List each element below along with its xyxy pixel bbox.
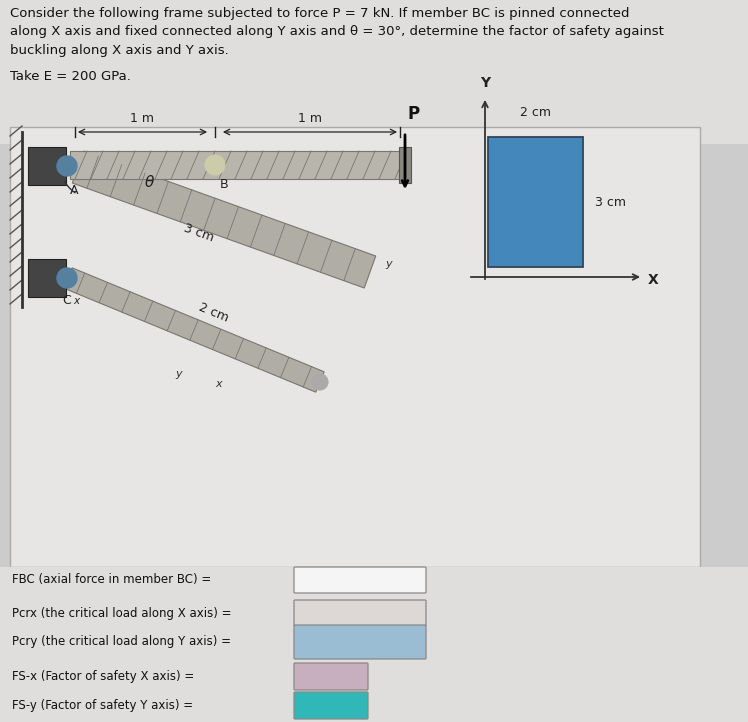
- Text: C: C: [62, 294, 71, 307]
- Text: y: y: [175, 369, 182, 379]
- Polygon shape: [64, 268, 324, 392]
- Text: x: x: [215, 379, 221, 389]
- Circle shape: [205, 155, 225, 175]
- Text: FS-y (Factor of safety Y axis) =: FS-y (Factor of safety Y axis) =: [12, 699, 193, 712]
- Text: x: x: [73, 296, 79, 306]
- FancyBboxPatch shape: [294, 567, 426, 593]
- FancyBboxPatch shape: [294, 663, 368, 690]
- Circle shape: [57, 268, 77, 288]
- Polygon shape: [73, 151, 375, 288]
- Bar: [399, 147, 411, 183]
- Text: y: y: [385, 259, 392, 269]
- Bar: [0, 0, 748, 144]
- Text: Consider the following frame subjected to force P = 7 kN. If member BC is pinned: Consider the following frame subjected t…: [10, 7, 664, 57]
- Text: Take E = 200 GPa.: Take E = 200 GPa.: [10, 70, 131, 83]
- Text: 1 m: 1 m: [130, 112, 155, 125]
- Text: P: P: [408, 105, 420, 123]
- Text: Pcrx (the critical load along X axis) =: Pcrx (the critical load along X axis) =: [12, 606, 231, 619]
- Text: 2 cm: 2 cm: [520, 106, 551, 119]
- FancyBboxPatch shape: [294, 600, 426, 626]
- Text: 3 cm: 3 cm: [183, 222, 215, 245]
- Text: θ: θ: [145, 175, 154, 190]
- Bar: [28, 259, 66, 297]
- Text: A: A: [70, 184, 79, 197]
- Text: 2 cm: 2 cm: [197, 301, 231, 325]
- Text: B: B: [220, 178, 229, 191]
- Text: 1 m: 1 m: [298, 112, 322, 125]
- Text: X: X: [648, 273, 659, 287]
- Bar: [10, 127, 700, 567]
- Bar: [28, 147, 66, 185]
- Text: FS-x (Factor of safety X axis) =: FS-x (Factor of safety X axis) =: [12, 670, 194, 683]
- Text: 3 cm: 3 cm: [595, 196, 626, 209]
- FancyBboxPatch shape: [294, 692, 368, 719]
- Circle shape: [312, 374, 328, 390]
- Circle shape: [57, 156, 77, 176]
- Text: Pcry (the critical load along Y axis) =: Pcry (the critical load along Y axis) =: [12, 635, 231, 648]
- Text: Y: Y: [480, 76, 490, 90]
- Bar: [488, 137, 583, 267]
- Text: FBC (axial force in member BC) =: FBC (axial force in member BC) =: [12, 573, 211, 586]
- FancyBboxPatch shape: [294, 625, 426, 659]
- Bar: [70, 151, 405, 179]
- Bar: [0, 567, 748, 722]
